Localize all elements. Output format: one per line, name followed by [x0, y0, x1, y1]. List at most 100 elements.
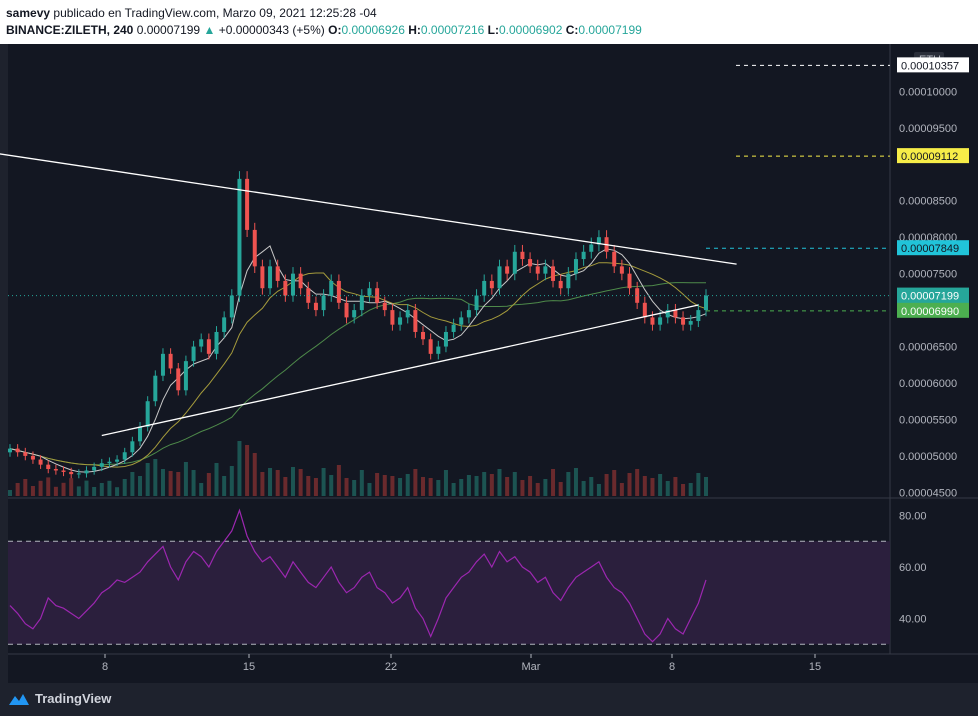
volume-bar	[76, 486, 81, 496]
volume-bar	[8, 490, 12, 496]
volume-bar	[704, 477, 708, 496]
candle-body	[275, 266, 280, 281]
price-label-box	[897, 302, 969, 318]
volume-bar	[596, 484, 601, 496]
price-tick-label: 0.00005500	[899, 414, 957, 426]
candle-body	[681, 317, 686, 325]
volume-bar	[619, 483, 624, 496]
price-label-current: 0.00007199	[901, 291, 959, 303]
volume-bar	[581, 481, 586, 496]
volume-bar	[428, 478, 433, 496]
volume-bar	[30, 486, 35, 496]
candle-body	[138, 426, 143, 442]
rsi-tick-label: 60.00	[899, 562, 927, 574]
time-tick-label: 8	[102, 661, 108, 673]
volume-bar	[466, 475, 471, 496]
candle-body	[589, 244, 594, 252]
volume-bar	[336, 465, 341, 496]
candle-body	[482, 280, 487, 296]
publish-text: publicado en TradingView.com, Marzo 09, …	[53, 6, 377, 20]
volume-bar	[443, 470, 448, 496]
volume-bar	[512, 472, 517, 496]
volume-bar	[650, 478, 655, 496]
volume-bar	[306, 476, 311, 496]
volume-bar	[551, 469, 556, 496]
volume-bar	[359, 470, 364, 496]
last-price: 0.00007199	[136, 23, 201, 37]
candle-body	[130, 441, 135, 453]
volume-bar	[160, 469, 165, 496]
candle-body	[229, 295, 234, 318]
candle-body	[596, 237, 601, 245]
rsi-tick-label: 40.00	[899, 614, 927, 626]
volume-bar	[352, 480, 357, 496]
candle-body	[566, 273, 571, 289]
volume-bar	[275, 470, 280, 496]
header-publish-line: samevy publicado en TradingView.com, Mar…	[6, 6, 377, 20]
volume-bar	[642, 476, 647, 496]
tradingview-logo-icon	[9, 693, 29, 705]
volume-bar	[321, 468, 326, 496]
volume-bar	[612, 470, 617, 496]
volume-bar	[237, 441, 242, 496]
candle-body	[696, 310, 701, 322]
candle-body	[421, 331, 426, 340]
open-label: O:	[328, 23, 342, 37]
candle-body	[650, 317, 655, 325]
volume-bar	[61, 482, 66, 496]
chart-area[interactable]: 0.000100000.000095000.000085000.00008000…	[0, 44, 978, 683]
volume-bar	[329, 475, 334, 496]
candle-body	[352, 310, 357, 318]
volume-bar	[298, 469, 303, 496]
price-label-yellow: 0.00009112	[901, 151, 958, 163]
volume-bar	[573, 468, 578, 496]
trendline-lower	[101, 304, 699, 437]
volume-bar	[421, 477, 426, 496]
author-name[interactable]: samevy	[6, 6, 51, 20]
volume-bar	[375, 473, 380, 496]
price-tick-label: 0.00004500	[899, 487, 957, 499]
volume-bar	[405, 474, 410, 496]
candle-body	[505, 266, 510, 274]
candle-body	[658, 317, 663, 325]
volume-bar	[290, 467, 295, 496]
candle-body	[405, 310, 410, 318]
volume-bar	[15, 483, 20, 496]
candle-body	[520, 251, 525, 260]
candle-body	[176, 368, 181, 391]
low-value: 0.00006902	[498, 23, 563, 37]
volume-bar	[390, 476, 395, 496]
candle-body	[329, 280, 334, 296]
chart-footer: TradingView	[0, 683, 978, 716]
candle-body	[53, 469, 58, 471]
ma-long-line	[9, 282, 706, 466]
candle-body	[497, 266, 502, 289]
candle-body	[122, 452, 127, 460]
close-value: 0.00007199	[578, 23, 642, 37]
volume-bar	[23, 479, 28, 496]
close-label: C:	[565, 23, 579, 37]
volume-bar	[459, 479, 464, 496]
price-tick-label: 0.00005000	[899, 451, 957, 463]
candle-body	[390, 310, 395, 325]
candle-body	[642, 302, 647, 318]
chart-header: samevy publicado en TradingView.com, Mar…	[0, 0, 978, 44]
volume-bar	[168, 471, 173, 496]
candle-body	[69, 471, 74, 475]
candle-body	[382, 302, 387, 311]
volume-bar	[130, 472, 135, 496]
candle-body	[290, 273, 295, 296]
time-tick-label: 22	[385, 661, 397, 673]
candle-body	[612, 251, 617, 267]
volume-bar	[145, 463, 150, 496]
candle-body	[283, 280, 288, 296]
volume-bar	[107, 480, 112, 496]
tradingview-logo[interactable]: TradingView	[8, 691, 111, 706]
volume-bar	[53, 486, 58, 496]
price-label-box	[897, 57, 969, 73]
candle-body	[268, 266, 273, 289]
volume-bar	[183, 462, 188, 496]
volume-bar	[92, 487, 97, 496]
price-label-box	[897, 240, 969, 256]
candle-body	[222, 317, 227, 332]
